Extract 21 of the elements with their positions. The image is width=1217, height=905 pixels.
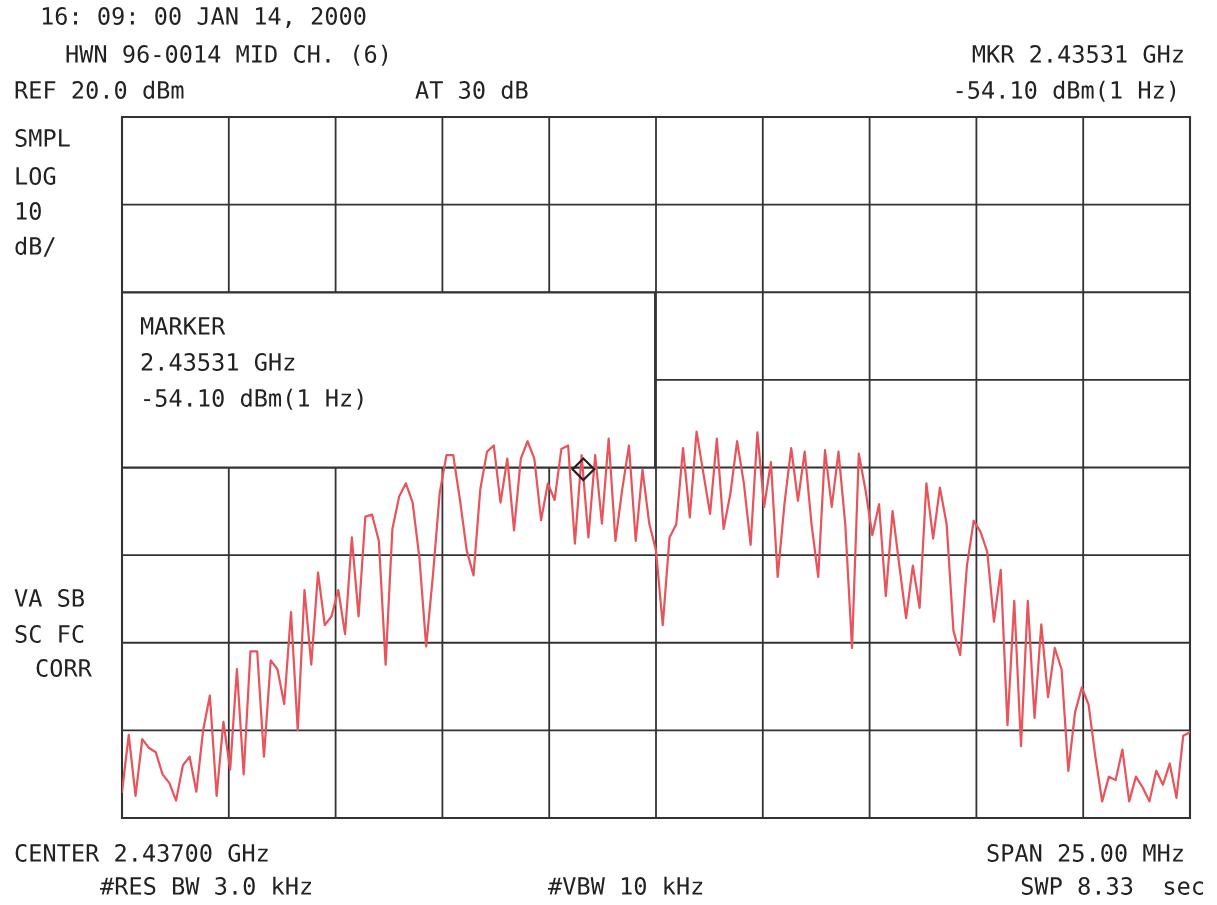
text: 2.43531 GHz (141, 353, 295, 371)
text: dB/ (15, 236, 55, 257)
text: SC FC (15, 625, 84, 643)
text: #RES BW 3.0 kHz (100, 876, 311, 895)
text: #VBW 10 kHz (548, 876, 703, 895)
text: SWP 8.33 sec (1021, 877, 1204, 895)
text: VA SB (14, 589, 84, 607)
text: 16: 09: 00 JAN 14, 2000 (42, 7, 366, 28)
text: -54.10 dBm(1 Hz) (144, 388, 363, 410)
text: CORR (36, 659, 92, 677)
text: SMPL (15, 129, 70, 147)
text: -54.10 dBm(1 Hz) (956, 80, 1176, 102)
text: HWN 96-0014 MID CH. (6) (66, 44, 388, 66)
text: LOG (16, 167, 56, 185)
text: AT 30 dB (415, 80, 528, 99)
text: CENTER 2.43700 GHz (15, 844, 268, 862)
text: MKR 2.43531 GHz (972, 45, 1183, 63)
text: 10 (16, 202, 41, 220)
text: SPAN 25.00 MHz (987, 844, 1183, 862)
text: REF 20.0 dBm (15, 80, 184, 99)
text: MARKER (140, 317, 226, 335)
